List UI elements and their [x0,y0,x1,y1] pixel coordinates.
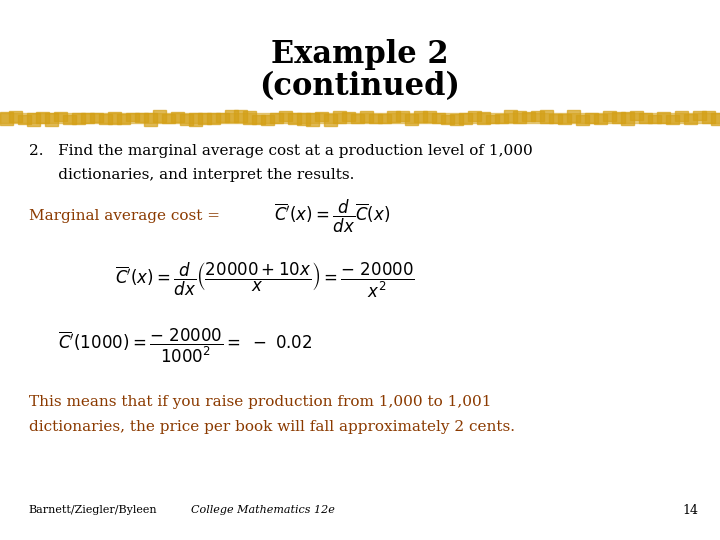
Bar [45,113,58,126]
Text: 14: 14 [683,504,698,517]
Bar [351,114,364,123]
Bar [567,110,580,123]
Bar [54,112,67,121]
Bar [666,115,679,124]
Text: Barnett/Ziegler/Byleen: Barnett/Ziegler/Byleen [29,505,158,515]
Bar [369,114,382,123]
Bar [135,113,148,122]
Bar [657,112,670,123]
Bar [36,112,49,123]
Text: 2.   Find the marginal average cost at a production level of 1,000: 2. Find the marginal average cost at a p… [29,144,533,158]
Bar [18,115,31,124]
Bar [576,114,589,125]
Bar [63,114,76,124]
Bar [270,113,283,123]
Bar [639,113,652,123]
Bar [72,113,85,124]
Bar [0,113,720,123]
Bar [225,110,238,122]
Bar [414,111,427,122]
Bar [198,113,211,124]
Bar [342,112,355,121]
Bar [144,113,157,126]
Text: Marginal average cost =: Marginal average cost = [29,209,225,223]
Bar [279,111,292,121]
Bar [108,112,121,124]
Bar [549,114,562,123]
Bar [693,111,706,120]
Text: (continued): (continued) [260,71,460,102]
Bar [477,112,490,124]
Bar [387,111,400,123]
Bar [243,111,256,124]
Bar [711,113,720,125]
Bar [306,113,319,126]
Bar [405,113,418,125]
Bar [0,112,13,125]
Bar [171,112,184,122]
Bar [585,113,598,123]
Bar [495,114,508,123]
Bar [603,111,616,120]
Bar [423,111,436,122]
Bar [261,115,274,125]
Bar [468,111,481,120]
Bar [333,111,346,123]
Text: $\overline{C}'(x) = \dfrac{d}{dx}\left(\dfrac{20000 + 10x}{x}\right) = \dfrac{-\: $\overline{C}'(x) = \dfrac{d}{dx}\left(\… [115,261,415,300]
Bar [558,114,571,124]
Text: dictionaries, the price per book will fall approximately 2 cents.: dictionaries, the price per book will fa… [29,420,515,434]
Bar [441,116,454,124]
Bar [531,111,544,122]
Bar [396,111,409,122]
Bar [99,114,112,124]
Bar [360,111,373,122]
Text: $\overline{C}'(1000) = \dfrac{-\ 20000}{1000^2} =\ -\ 0.02$: $\overline{C}'(1000) = \dfrac{-\ 20000}{… [58,327,312,364]
Bar [459,113,472,124]
Bar [180,114,193,125]
Text: dictionaries, and interpret the results.: dictionaries, and interpret the results. [29,168,354,182]
Bar [702,111,715,123]
Bar [315,112,328,121]
Bar [432,112,445,123]
Bar [675,111,688,120]
Bar [612,112,625,124]
Bar [81,113,94,123]
Bar [234,110,247,122]
Bar [153,110,166,122]
Bar [522,112,535,121]
Bar [252,115,265,124]
Bar [621,112,634,125]
Bar [216,113,229,122]
Bar [90,113,103,122]
Bar [504,110,517,122]
Bar [540,110,553,123]
Bar [117,114,130,124]
Text: $\overline{C}'(x) = \dfrac{d}{dx}\overline{C}(x)$: $\overline{C}'(x) = \dfrac{d}{dx}\overli… [274,198,390,234]
Bar [684,114,697,125]
Bar [27,113,40,126]
Text: This means that if you raise production from 1,000 to 1,001: This means that if you raise production … [29,395,491,409]
Bar [162,114,175,123]
Bar [630,111,643,120]
Bar [324,114,337,126]
Bar [297,113,310,125]
Bar [378,114,391,123]
Bar [594,114,607,124]
Bar [513,111,526,123]
Bar [126,113,139,122]
Bar [207,113,220,124]
Text: College Mathematics 12e: College Mathematics 12e [191,505,335,515]
Bar [288,113,301,124]
Bar [189,113,202,126]
Bar [9,111,22,122]
Bar [648,114,661,123]
Text: Example 2: Example 2 [271,38,449,70]
Bar [486,114,499,123]
Bar [450,114,463,125]
